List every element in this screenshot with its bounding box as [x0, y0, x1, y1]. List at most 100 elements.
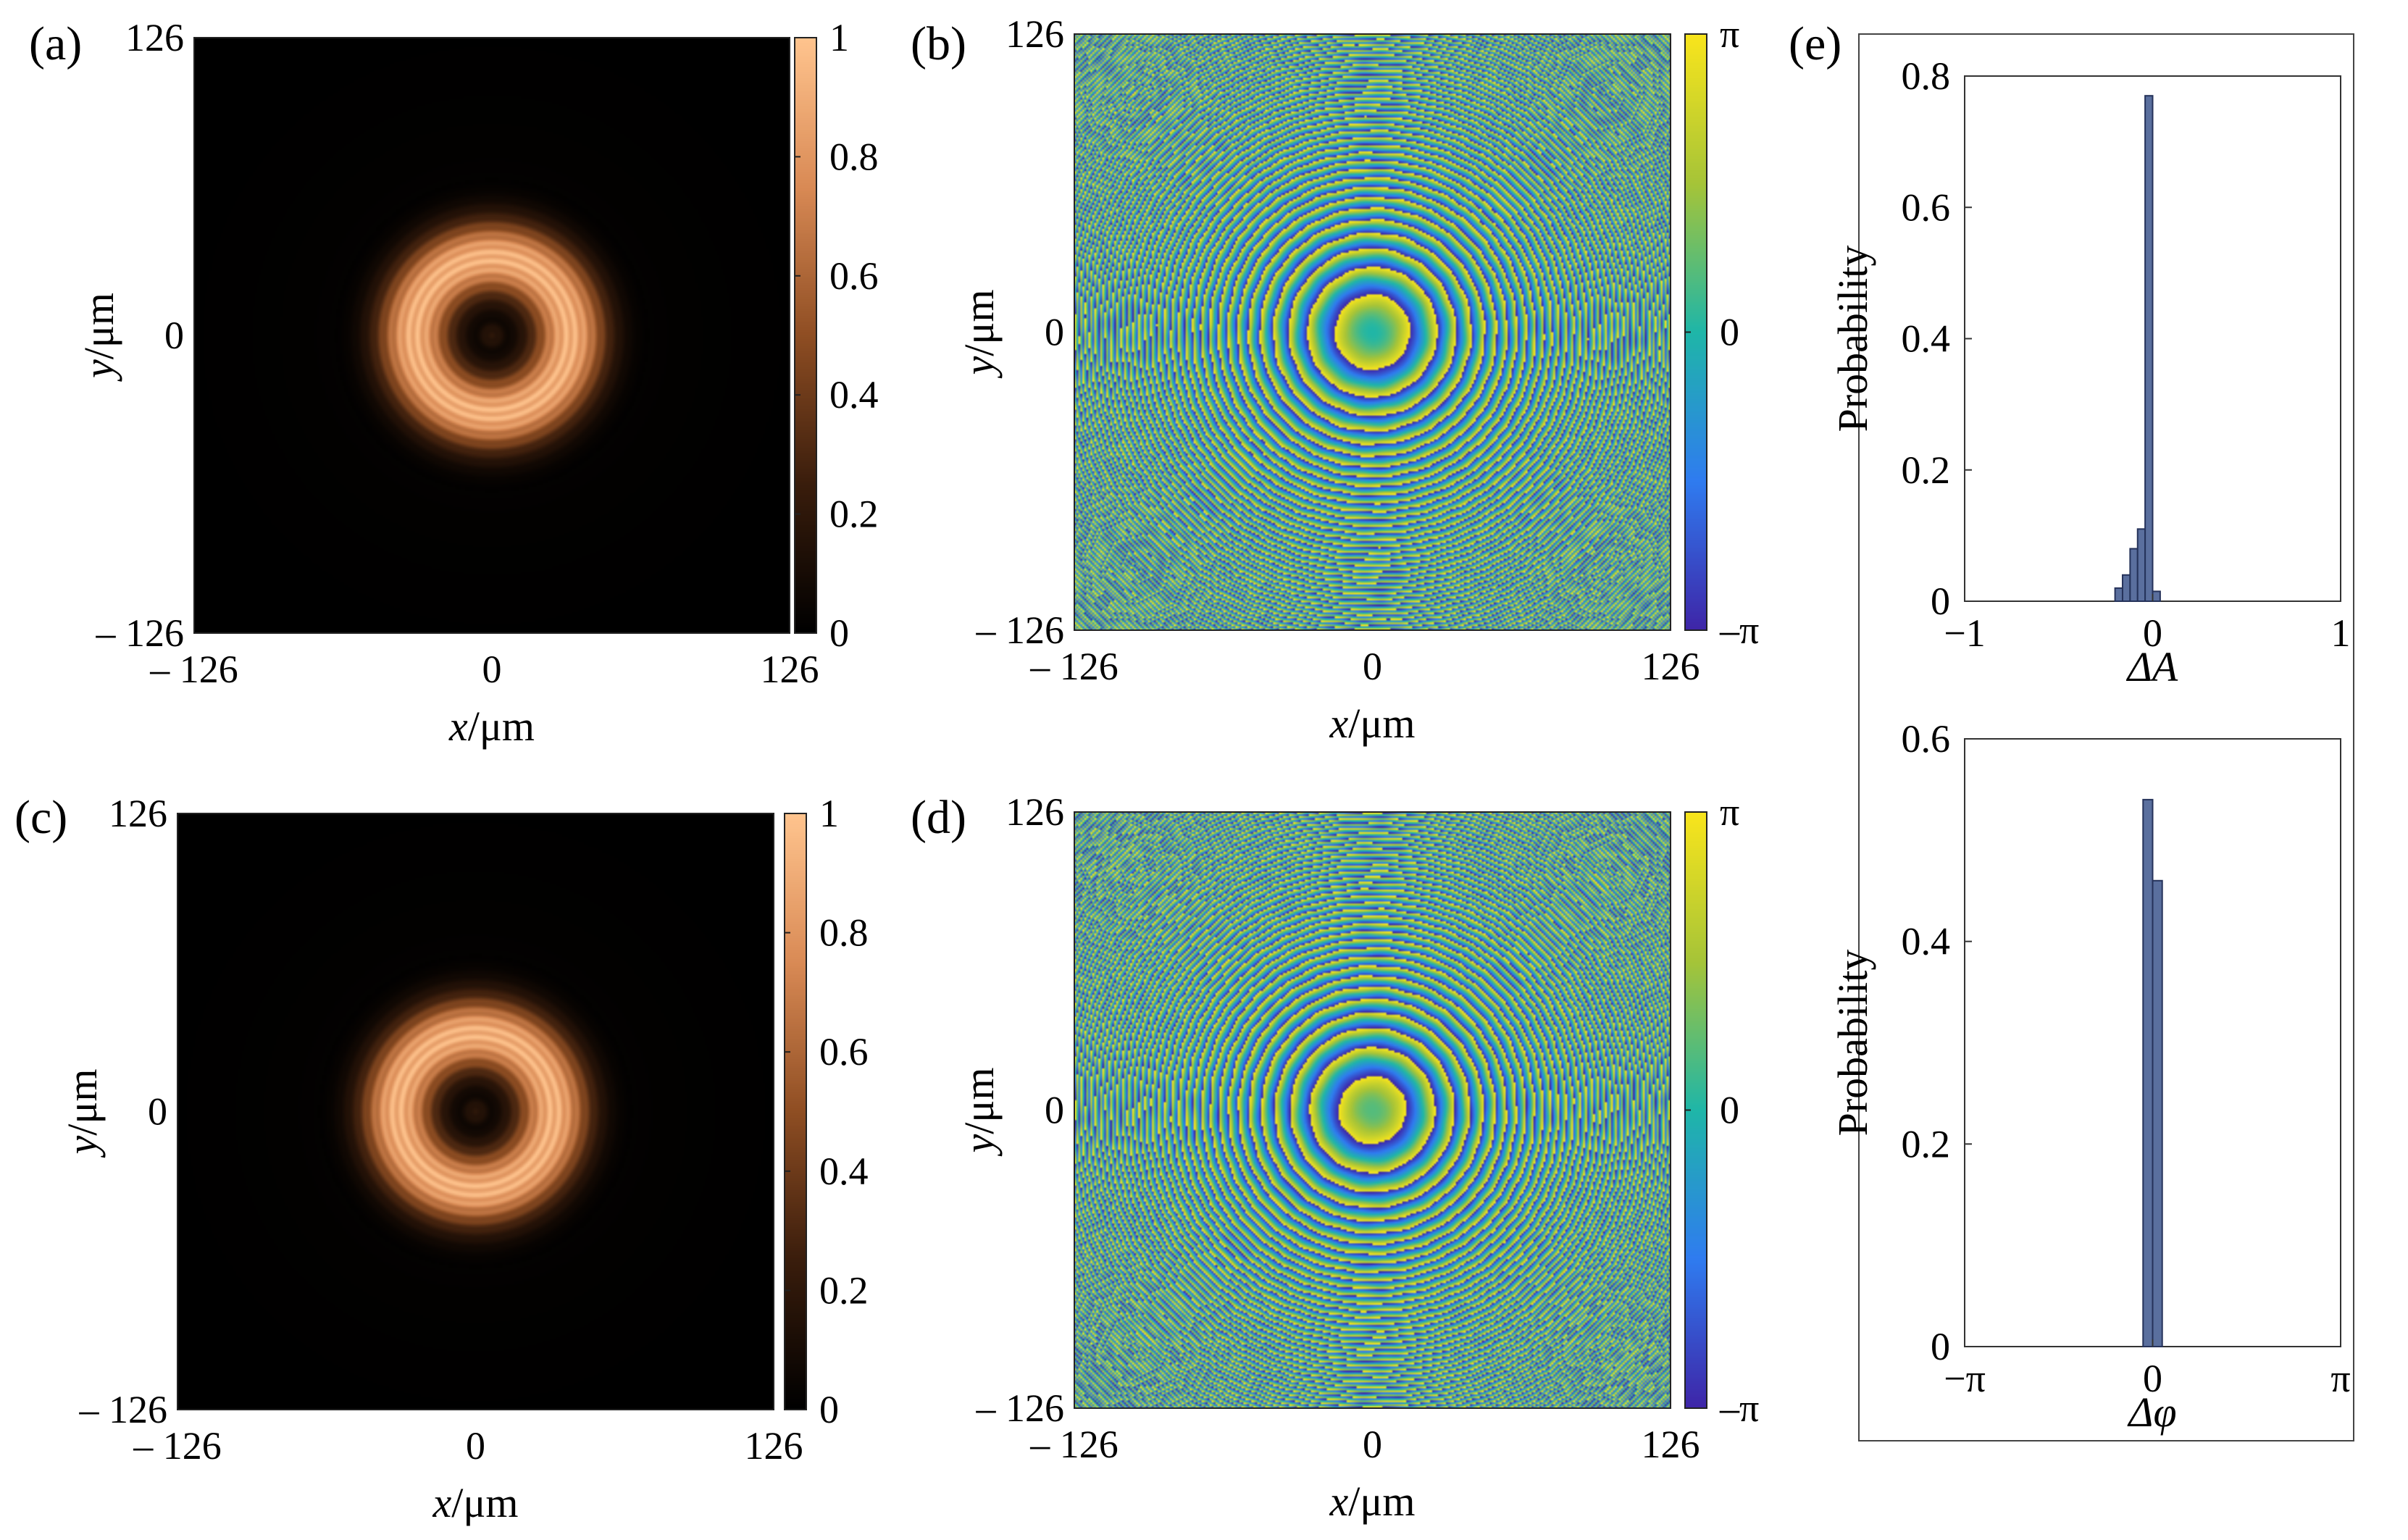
y-axis-label-var: y [956, 1134, 1003, 1157]
plot-frame [177, 813, 774, 1410]
colorbar-tick-label: 0.6 [829, 254, 879, 298]
y-axis-label-var: y [75, 359, 122, 382]
colorbar-tick-label: 1 [829, 16, 849, 59]
x-axis-label: Δφ [2127, 1389, 2176, 1436]
colorbar-tick-label: 0.4 [819, 1150, 869, 1193]
histogram-bar [2129, 548, 2139, 602]
y-tick-label: 0.2 [1902, 1122, 1951, 1166]
colorbar-tick-label: 0.4 [829, 373, 879, 417]
panel-b: (b) – 126 0 126 126 0 – 126 π 0 –π [911, 12, 1759, 688]
panel-label-a: (a) [29, 17, 82, 70]
x-tick-label: −1 [1944, 611, 1985, 655]
x-axis-label: x/μm [1329, 700, 1415, 747]
colorbar-gradient [795, 38, 816, 633]
y-axis-label: Probability [1829, 246, 1876, 432]
x-axis-label-unit: /μm [1348, 700, 1415, 747]
panel-label-c: (c) [14, 791, 67, 844]
colorbar-tick-label: 0.2 [819, 1268, 869, 1312]
y-axis-label: y/μm [75, 293, 122, 382]
x-tick-label: 1 [2331, 611, 2351, 655]
y-axis-label-unit: /μm [956, 289, 1003, 356]
y-axis-label-unit: /μm [75, 293, 122, 359]
colorbar-tick-label: –π [1719, 1386, 1759, 1430]
x-tick-label: 0 [466, 1424, 485, 1468]
x-tick-label: 126 [1642, 1423, 1700, 1466]
panel-label-d: (d) [911, 791, 966, 844]
x-axis-label-var: x [432, 1479, 451, 1526]
heatmap-amplitude [194, 38, 790, 633]
plot-frame [1074, 811, 1671, 1409]
y-axis-label-unit: /μm [956, 1067, 1003, 1134]
colorbar-tick-label: 0 [829, 611, 849, 655]
colorbar-tick-label: 1 [819, 792, 839, 835]
colorbar-tick-label: 0.2 [829, 493, 879, 536]
x-tick-label: 0 [1363, 1423, 1382, 1466]
x-axis-label-unit: /μm [451, 1479, 518, 1526]
x-tick-label: – 126 [149, 648, 238, 691]
colorbar-frame [794, 37, 817, 634]
y-tick-label: – 126 [976, 608, 1065, 652]
y-tick-label: – 126 [79, 1388, 168, 1431]
y-tick-label: 0.6 [1902, 717, 1951, 761]
colorbar-tick-label: π [1720, 790, 1739, 834]
panel-e-frame [1858, 33, 2354, 1441]
x-axis-label-var: x [448, 703, 468, 750]
y-axis-label-unit: /μm [59, 1068, 106, 1135]
colorbar-frame [784, 813, 807, 1410]
y-tick-label: 126 [125, 16, 184, 59]
y-axis-label-var: y [956, 356, 1003, 379]
panel-c: (c) – 126 0 126 126 0 – 126 1 0.8 0.6 0.4 0.2 0 [14, 791, 869, 1468]
heatmap-phase [1074, 34, 1671, 630]
colorbar-tick-label: 0 [1720, 311, 1739, 354]
x-tick-label: 0 [2143, 1357, 2162, 1400]
y-tick-label: 0 [164, 314, 184, 357]
y-tick-label: 0.4 [1902, 920, 1951, 963]
y-axis-label: Probability [1829, 950, 1876, 1137]
x-tick-label: π [2330, 1357, 2350, 1400]
colorbar-tick-label: 0.8 [829, 135, 879, 178]
x-axis-label: x/μm [448, 703, 535, 750]
x-axis-label-var: x [1329, 700, 1348, 747]
x-tick-label: – 126 [1029, 645, 1119, 688]
colorbar-tick-label: 0.8 [819, 911, 869, 955]
colorbar-tick-label: 0.6 [819, 1030, 869, 1074]
colorbar-tick-label: 0 [819, 1388, 839, 1431]
histogram-bar [2136, 528, 2146, 602]
x-axis-label-unit: /μm [468, 703, 535, 750]
y-axis-label-var: y [59, 1136, 106, 1158]
y-tick-label: 0 [1045, 311, 1064, 354]
y-tick-label: 126 [1006, 12, 1064, 56]
x-tick-label: 0 [2143, 611, 2162, 655]
x-axis-label: x/μm [432, 1479, 518, 1526]
x-tick-label: – 126 [1029, 1423, 1119, 1466]
x-axis-label-unit: /μm [1348, 1478, 1415, 1525]
heatmap-amplitude [177, 813, 774, 1410]
y-axis-label: y/μm [59, 1068, 106, 1158]
y-tick-label: 0.2 [1902, 448, 1951, 492]
x-axis-label: ΔA [2126, 643, 2178, 690]
x-tick-label: 126 [761, 648, 819, 691]
panel-d: (d) – 126 0 126 126 0 – 126 π 0 –π [911, 790, 1759, 1466]
colorbar-tick-label: –π [1719, 608, 1759, 652]
x-tick-label: 0 [482, 648, 502, 691]
y-tick-label: 0 [148, 1090, 167, 1134]
histogram-bar [2114, 587, 2123, 602]
y-tick-label: 0 [1045, 1089, 1064, 1132]
colorbar-tick-label: 0 [1720, 1089, 1739, 1132]
y-tick-label: 0 [1931, 579, 1950, 623]
histogram-bar [2152, 879, 2163, 1348]
x-axis-label: x/μm [1329, 1478, 1415, 1525]
x-axis-label-var: x [1329, 1478, 1348, 1525]
y-axis-label: y/μm [956, 289, 1003, 378]
histogram-bar [2142, 798, 2154, 1347]
y-tick-label: 0.4 [1902, 317, 1951, 361]
colorbar-tick-label: π [1720, 12, 1739, 56]
histogram-bar [2144, 95, 2154, 602]
x-tick-label: 0 [1363, 645, 1382, 688]
x-tick-label: −π [1944, 1357, 1986, 1400]
y-tick-label: 0 [1931, 1325, 1950, 1368]
